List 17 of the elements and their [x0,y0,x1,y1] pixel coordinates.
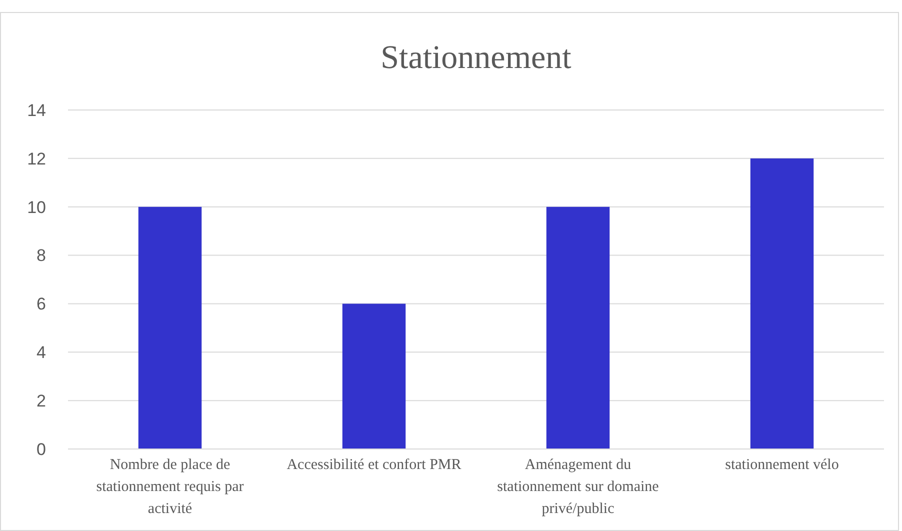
y-tick-label: 14 [27,100,46,120]
bar [546,206,610,449]
y-tick-label: 0 [36,440,46,459]
y-tick-label: 2 [36,392,46,411]
y-tick-label: 8 [36,246,46,266]
y-tick-label: 4 [36,343,46,362]
bar [138,206,202,449]
x-tick-label: Nombre de place de stationnement requis par activité [96,457,244,517]
y-tick-label: 6 [36,294,46,314]
y-tick-label: 12 [27,149,46,168]
bar [342,304,406,449]
chart-title: Stationnement [380,40,572,76]
x-tick-label: Accessibilité et confort PMR [286,457,462,473]
x-tick-label: Aménagement du stationnement sur domaine privé/public [497,457,660,517]
bar [750,158,814,449]
y-tick-label: 10 [27,198,46,217]
x-tick-label: stationnement vélo [725,457,839,473]
